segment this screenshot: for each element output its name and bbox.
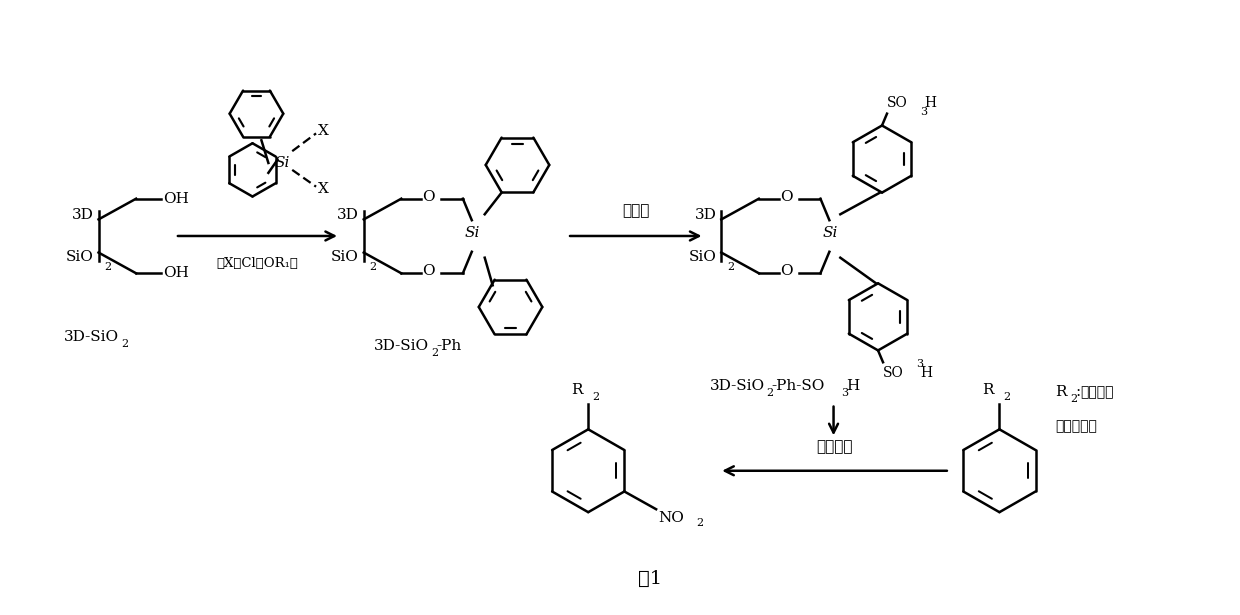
Text: 3D: 3D — [337, 208, 358, 222]
Text: 2: 2 — [593, 392, 599, 402]
Text: 3: 3 — [920, 106, 926, 117]
Text: 吸电子基: 吸电子基 — [1080, 385, 1114, 399]
Text: （X：Cl，OR₁）: （X：Cl，OR₁） — [217, 257, 299, 270]
Text: OH: OH — [162, 266, 188, 280]
Text: 或供电子基: 或供电子基 — [1055, 419, 1097, 434]
Text: O: O — [422, 264, 435, 279]
Text: 碓化剂: 碓化剂 — [622, 204, 650, 218]
Text: R: R — [570, 383, 583, 397]
Text: 2: 2 — [1070, 394, 1078, 403]
Text: O: O — [780, 189, 792, 204]
Text: X: X — [317, 124, 329, 138]
Text: SiO: SiO — [66, 250, 93, 264]
Text: SO: SO — [883, 366, 904, 380]
Text: 3D-SiO: 3D-SiO — [63, 330, 119, 344]
Text: 2: 2 — [1003, 392, 1011, 402]
Text: -Ph: -Ph — [436, 339, 461, 354]
Text: Si: Si — [465, 226, 480, 240]
Text: -Ph-SO: -Ph-SO — [771, 379, 825, 393]
Text: H: H — [921, 366, 932, 380]
Text: 2: 2 — [104, 261, 112, 272]
Text: O: O — [780, 264, 792, 279]
Text: 2: 2 — [766, 388, 773, 398]
Text: SiO: SiO — [688, 250, 717, 264]
Text: 3D: 3D — [694, 208, 717, 222]
Text: H: H — [925, 96, 936, 109]
Text: SiO: SiO — [331, 250, 358, 264]
Text: R: R — [982, 383, 993, 397]
Text: :: : — [1075, 385, 1080, 399]
Text: R: R — [1055, 385, 1066, 399]
Text: 2: 2 — [696, 518, 703, 528]
Text: 式1: 式1 — [637, 570, 662, 589]
Text: 2: 2 — [122, 339, 129, 349]
Text: Si: Si — [274, 156, 290, 170]
Text: 3D: 3D — [72, 208, 93, 222]
Text: SO: SO — [887, 96, 908, 109]
Text: X: X — [317, 181, 329, 196]
Text: 3D-SiO: 3D-SiO — [709, 379, 765, 393]
Text: 2: 2 — [432, 348, 439, 359]
Text: 3D-SiO: 3D-SiO — [373, 339, 429, 354]
Text: O: O — [422, 189, 435, 204]
Text: 2: 2 — [370, 261, 377, 272]
Text: 3: 3 — [916, 359, 923, 369]
Text: 3: 3 — [842, 388, 848, 398]
Text: NO: NO — [658, 511, 684, 525]
Text: OH: OH — [162, 192, 188, 205]
Text: 发烟硒酸: 发烟硒酸 — [816, 440, 853, 454]
Text: H: H — [847, 379, 859, 393]
Text: Si: Si — [822, 226, 838, 240]
Text: 2: 2 — [728, 261, 734, 272]
